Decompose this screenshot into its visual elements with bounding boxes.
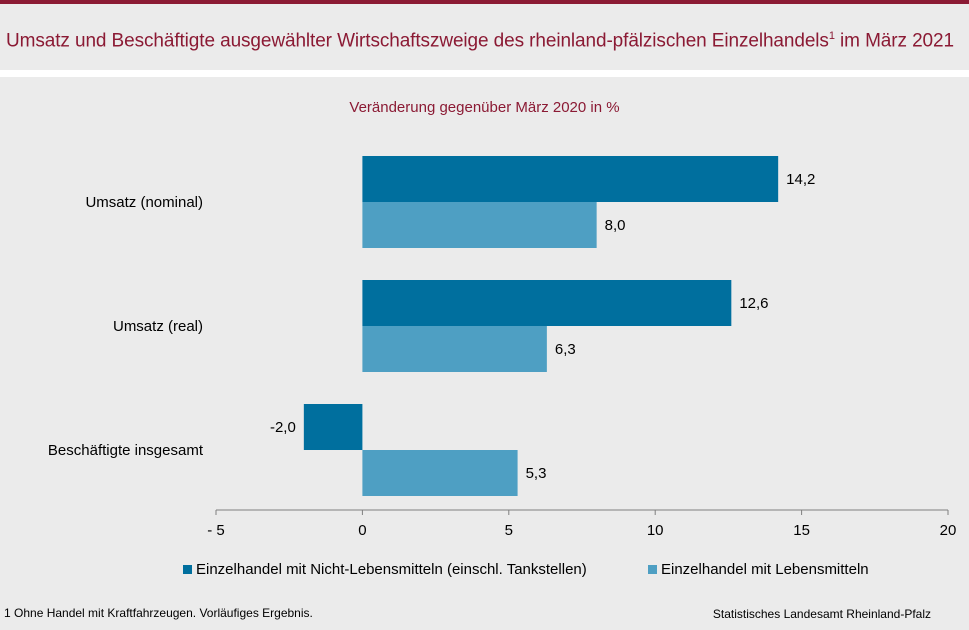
legend-item-food: Einzelhandel mit Lebensmitteln bbox=[648, 561, 869, 578]
bar bbox=[303, 404, 363, 450]
legend-swatch-food bbox=[648, 565, 657, 574]
bar-value-label: -2,0 bbox=[270, 419, 296, 436]
x-tick-label: 0 bbox=[358, 522, 366, 539]
bar-value-label: 6,3 bbox=[555, 341, 576, 358]
bar-value-label: 5,3 bbox=[526, 465, 547, 482]
legend-label-food: Einzelhandel mit Lebensmitteln bbox=[661, 561, 869, 578]
x-tick-label: - 5 bbox=[207, 522, 225, 539]
category-label: Umsatz (real) bbox=[113, 318, 203, 335]
title-bar: Umsatz und Beschäftigte ausgewählter Wir… bbox=[0, 4, 969, 70]
bar bbox=[362, 156, 779, 202]
title-separator bbox=[0, 70, 969, 77]
top-accent-bar bbox=[0, 0, 969, 4]
bar bbox=[362, 450, 518, 496]
chart-title: Umsatz und Beschäftigte ausgewählter Wir… bbox=[6, 30, 954, 52]
legend-swatch-non-food bbox=[183, 565, 192, 574]
x-tick-label: 15 bbox=[793, 522, 810, 539]
bar bbox=[362, 202, 597, 248]
chart-subtitle: Veränderung gegenüber März 2020 in % bbox=[349, 99, 620, 116]
bar-value-label: 14,2 bbox=[786, 171, 815, 188]
x-tick-label: 20 bbox=[940, 522, 957, 539]
x-tick-label: 10 bbox=[647, 522, 664, 539]
footnote: 1 Ohne Handel mit Kraftfahrzeugen. Vorlä… bbox=[4, 606, 313, 620]
category-label: Beschäftigte insgesamt bbox=[48, 442, 204, 459]
bar bbox=[362, 326, 547, 372]
legend-item-non-food: Einzelhandel mit Nicht-Lebensmitteln (ei… bbox=[183, 561, 587, 578]
bar bbox=[362, 280, 732, 326]
category-label: Umsatz (nominal) bbox=[85, 194, 203, 211]
x-tick-label: 5 bbox=[505, 522, 513, 539]
legend-label-non-food: Einzelhandel mit Nicht-Lebensmitteln (ei… bbox=[196, 561, 587, 578]
bar-value-label: 12,6 bbox=[739, 295, 768, 312]
bar-value-label: 8,0 bbox=[605, 217, 626, 234]
source-note: Statistisches Landesamt Rheinland-Pfalz bbox=[712, 607, 931, 621]
